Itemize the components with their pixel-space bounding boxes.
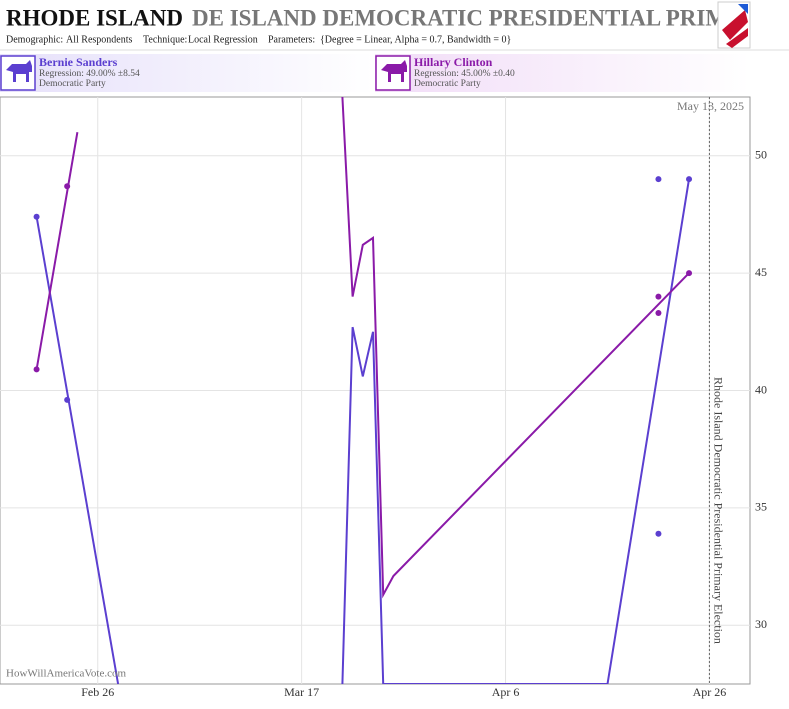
data-point — [655, 176, 662, 183]
legend-name: Bernie Sanders — [39, 55, 118, 69]
legend-party: Democratic Party — [39, 79, 106, 89]
legend-donkey — [6, 60, 32, 82]
legend-bg — [0, 54, 375, 92]
plot-data — [33, 97, 693, 684]
title-scroll: DE ISLAND DEMOCRATIC PRESIDENTIAL PRIMA — [192, 5, 744, 30]
y-tick-label: 40 — [755, 382, 767, 396]
x-tick-label: Mar 17 — [284, 685, 319, 699]
x-tick-label: Apr 6 — [492, 685, 520, 699]
date: May 13, 2025 — [677, 99, 744, 113]
x-tick-label: Feb 26 — [81, 685, 114, 699]
legend-name: Hillary Clinton — [414, 55, 493, 69]
data-point — [655, 310, 662, 317]
value: Local Regression — [188, 34, 258, 45]
legend-party: Democratic Party — [414, 79, 481, 89]
watermark: HowWillAmericaVote.com — [6, 668, 126, 680]
title: RHODE ISLAND — [6, 5, 183, 30]
y-tick-label: 35 — [755, 500, 767, 514]
legend-regression: Regression: 49.00% ±8.54 — [39, 69, 140, 79]
label: Parameters: — [268, 34, 315, 45]
legend-bg — [375, 54, 750, 92]
label: Demographic: — [6, 34, 63, 45]
legend-donkey — [381, 60, 407, 82]
data-point — [33, 366, 40, 373]
y-tick-label: 30 — [755, 617, 767, 631]
label: Technique: — [143, 34, 187, 45]
x-tick-label: Apr 26 — [693, 685, 727, 699]
y-tick-label: 50 — [755, 147, 767, 161]
event-label: Rhode Island Democratic Presidential Pri… — [712, 377, 726, 644]
data-point — [655, 293, 662, 300]
value: All Respondents — [66, 34, 132, 45]
data-point — [33, 213, 40, 220]
data-point — [686, 176, 693, 183]
data-point — [64, 183, 71, 190]
trend-line — [35, 97, 690, 599]
y-tick-label: 45 — [755, 265, 767, 279]
data-point — [64, 396, 71, 403]
data-point — [655, 530, 662, 537]
data-point — [686, 270, 693, 277]
logo — [717, 1, 751, 49]
legend-regression: Regression: 45.00% ±0.40 — [414, 69, 515, 79]
subtitle: Demographic: All Respondents Technique: … — [6, 34, 511, 45]
plot — [0, 97, 750, 684]
value: {Degree = Linear, Alpha = 0.7, Bandwidth… — [320, 34, 511, 45]
